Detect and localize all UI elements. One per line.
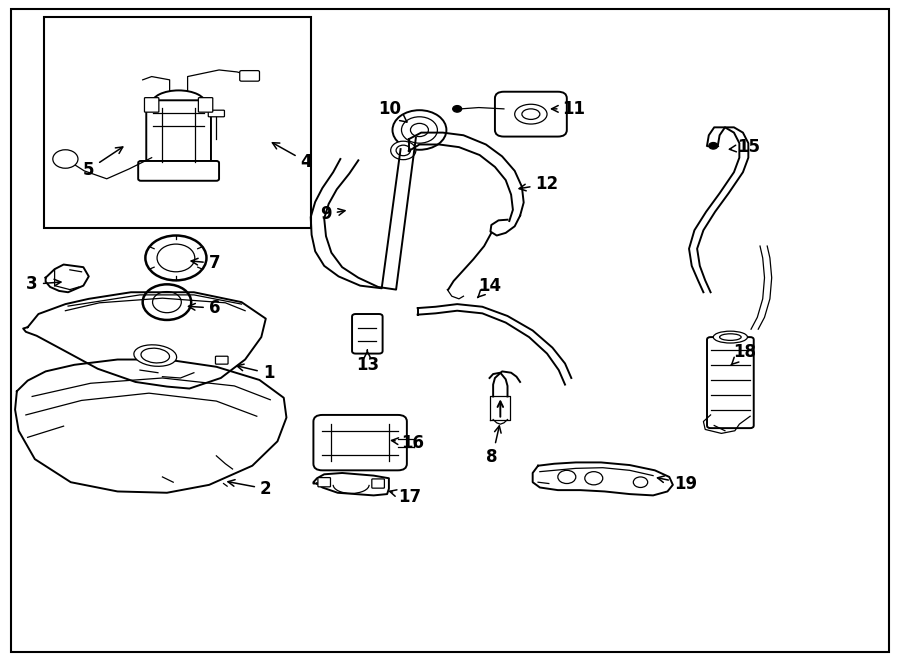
Text: 18: 18 bbox=[731, 342, 756, 366]
Text: 17: 17 bbox=[390, 488, 421, 506]
Circle shape bbox=[585, 472, 603, 485]
Text: 11: 11 bbox=[552, 100, 586, 118]
Text: 4: 4 bbox=[273, 143, 312, 171]
Text: 12: 12 bbox=[519, 175, 559, 193]
Text: 8: 8 bbox=[487, 426, 501, 466]
Text: 16: 16 bbox=[392, 434, 424, 451]
Polygon shape bbox=[46, 264, 89, 292]
Bar bbox=[44, 17, 310, 228]
Text: 5: 5 bbox=[83, 147, 122, 178]
Ellipse shape bbox=[134, 345, 176, 366]
Text: 15: 15 bbox=[729, 138, 760, 156]
FancyBboxPatch shape bbox=[495, 92, 567, 137]
FancyBboxPatch shape bbox=[208, 110, 224, 117]
FancyBboxPatch shape bbox=[313, 415, 407, 471]
Circle shape bbox=[558, 471, 576, 484]
Text: 19: 19 bbox=[658, 475, 697, 492]
Circle shape bbox=[634, 477, 648, 487]
Ellipse shape bbox=[522, 109, 540, 120]
Ellipse shape bbox=[720, 334, 742, 340]
Text: 1: 1 bbox=[237, 364, 274, 382]
FancyBboxPatch shape bbox=[147, 100, 211, 171]
FancyBboxPatch shape bbox=[372, 479, 384, 488]
FancyBboxPatch shape bbox=[198, 98, 212, 112]
Ellipse shape bbox=[141, 348, 169, 363]
Circle shape bbox=[709, 143, 718, 149]
Polygon shape bbox=[313, 473, 389, 495]
Polygon shape bbox=[491, 397, 510, 420]
Circle shape bbox=[392, 110, 446, 150]
Polygon shape bbox=[23, 292, 265, 389]
FancyBboxPatch shape bbox=[145, 98, 159, 112]
FancyBboxPatch shape bbox=[352, 314, 382, 354]
Text: 7: 7 bbox=[191, 254, 220, 272]
Circle shape bbox=[453, 106, 462, 112]
Circle shape bbox=[401, 117, 437, 143]
Circle shape bbox=[153, 292, 181, 313]
Circle shape bbox=[396, 145, 410, 156]
Circle shape bbox=[410, 124, 428, 137]
Circle shape bbox=[146, 235, 206, 280]
Polygon shape bbox=[15, 360, 286, 492]
Circle shape bbox=[53, 150, 78, 169]
FancyBboxPatch shape bbox=[239, 71, 259, 81]
FancyBboxPatch shape bbox=[215, 356, 228, 364]
Circle shape bbox=[143, 284, 191, 320]
Circle shape bbox=[391, 141, 416, 160]
Circle shape bbox=[158, 244, 194, 272]
FancyBboxPatch shape bbox=[707, 337, 753, 428]
Text: 9: 9 bbox=[320, 206, 345, 223]
Polygon shape bbox=[533, 463, 673, 495]
Text: 2: 2 bbox=[228, 480, 272, 498]
Text: 6: 6 bbox=[188, 299, 220, 317]
Text: 3: 3 bbox=[26, 276, 61, 293]
Ellipse shape bbox=[515, 104, 547, 124]
FancyBboxPatch shape bbox=[139, 161, 219, 180]
Text: 10: 10 bbox=[378, 100, 407, 122]
Ellipse shape bbox=[714, 331, 747, 343]
Text: 14: 14 bbox=[478, 277, 501, 297]
FancyBboxPatch shape bbox=[318, 478, 330, 487]
Text: 13: 13 bbox=[356, 350, 379, 374]
